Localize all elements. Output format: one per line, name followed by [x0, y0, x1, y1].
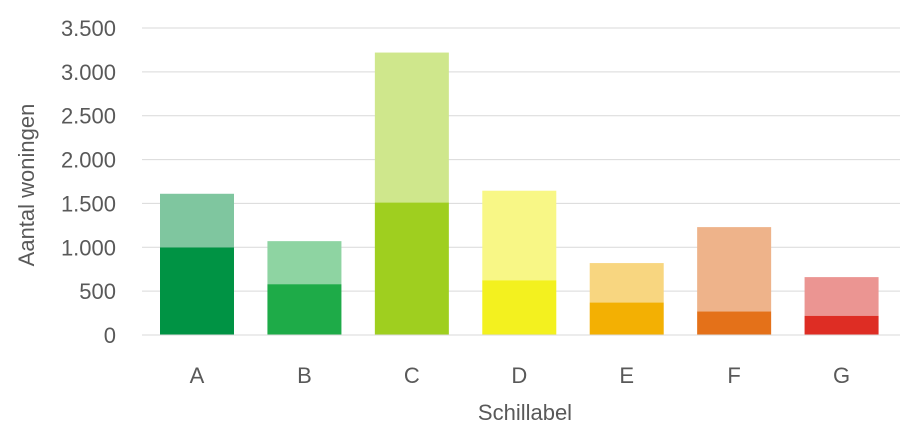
- x-axis-ticks: A B C D E F G: [190, 363, 850, 388]
- x-tick-label: D: [511, 363, 527, 388]
- bar-D-segment-2: [482, 190, 557, 281]
- y-axis-title: Aantal woningen: [14, 104, 39, 267]
- x-axis-title: Schillabel: [478, 400, 572, 425]
- bar-F-segment-2: [697, 227, 772, 312]
- y-tick-label: 3.000: [61, 60, 116, 85]
- y-tick-label: 3.500: [61, 16, 116, 41]
- x-tick-label: B: [297, 363, 312, 388]
- y-tick-label: 0: [104, 323, 116, 348]
- bar-A-segment-1: [160, 247, 234, 335]
- bar-C-segment-2: [374, 52, 449, 203]
- bar-G-segment-1: [804, 315, 879, 335]
- y-tick-label: 1.000: [61, 235, 116, 260]
- y-tick-label: 1.500: [61, 191, 116, 216]
- x-tick-label: F: [727, 363, 740, 388]
- x-tick-label: G: [833, 363, 850, 388]
- y-tick-label: 2.000: [61, 148, 116, 173]
- bar-B-segment-1: [267, 284, 342, 335]
- bar-C-segment-1: [374, 202, 449, 335]
- bar-G-segment-2: [804, 277, 879, 316]
- x-tick-label: A: [190, 363, 205, 388]
- y-axis-ticks: 0 500 1.000 1.500 2.000 2.500 3.000 3.500: [61, 16, 116, 348]
- x-tick-label: E: [619, 363, 634, 388]
- bar-A-segment-2: [160, 193, 234, 248]
- bars: [160, 52, 879, 335]
- bar-D-segment-1: [482, 280, 557, 335]
- bar-F-segment-1: [697, 311, 772, 335]
- bar-E-segment-1: [589, 302, 664, 335]
- y-tick-label: 2.500: [61, 104, 116, 129]
- bar-B-segment-2: [267, 241, 342, 285]
- x-tick-label: C: [404, 363, 420, 388]
- y-tick-label: 500: [79, 279, 116, 304]
- bar-E-segment-2: [589, 263, 664, 303]
